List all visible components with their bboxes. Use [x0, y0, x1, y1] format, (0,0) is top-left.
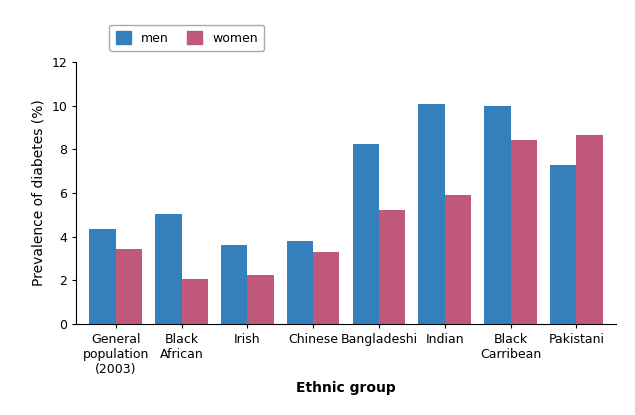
- Bar: [248, 275, 274, 324]
- Bar: [313, 252, 340, 324]
- Bar: [550, 165, 577, 324]
- Bar: [90, 229, 116, 324]
- X-axis label: Ethnic group: Ethnic group: [296, 381, 396, 395]
- Bar: [182, 279, 208, 324]
- Y-axis label: Prevalence of diabetes (%): Prevalence of diabetes (%): [32, 100, 46, 286]
- Bar: [352, 144, 379, 324]
- Bar: [287, 241, 313, 324]
- Bar: [379, 210, 405, 324]
- Bar: [418, 104, 444, 324]
- Legend: men, women: men, women: [109, 24, 264, 51]
- Bar: [155, 214, 182, 324]
- Bar: [221, 245, 248, 324]
- Bar: [485, 106, 511, 324]
- Bar: [577, 135, 603, 324]
- Bar: [511, 139, 537, 324]
- Bar: [116, 249, 142, 324]
- Bar: [444, 195, 471, 324]
